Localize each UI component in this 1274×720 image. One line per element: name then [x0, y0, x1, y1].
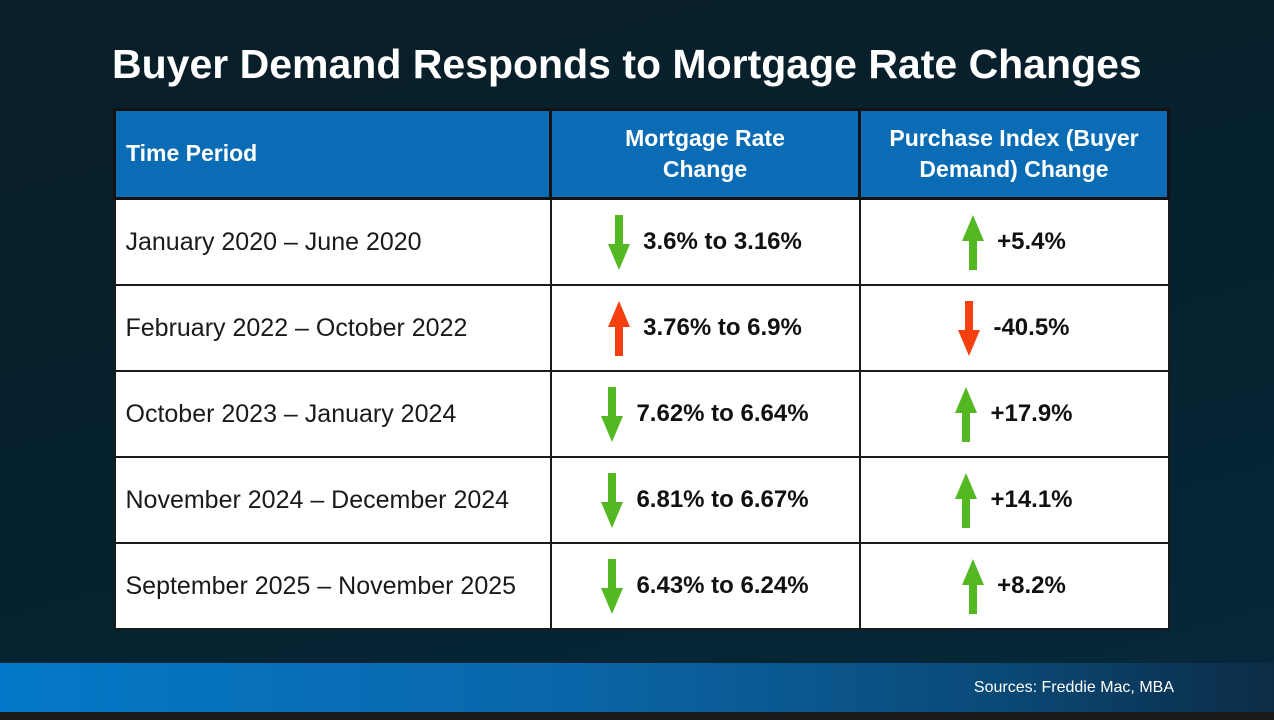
up-arrow-icon — [608, 300, 631, 356]
purchase-index-cell: -40.5% — [858, 284, 1170, 372]
table-row: September 2025 – November 2025 6.43% to … — [113, 542, 1170, 630]
rate-change-value: 3.76% to 6.9% — [643, 314, 802, 341]
rate-change-value: 6.43% to 6.24% — [636, 572, 809, 599]
purchase-index-value: +5.4% — [997, 228, 1066, 255]
up-arrow-icon — [962, 214, 985, 270]
up-arrow-icon — [962, 558, 985, 614]
time-period-cell: January 2020 – June 2020 — [113, 197, 552, 286]
table-header-row: Time Period Mortgage Rate Change Purchas… — [113, 108, 1170, 200]
rate-change-value: 6.81% to 6.67% — [636, 486, 809, 513]
col-header-time-period: Time Period — [113, 108, 552, 200]
down-arrow-icon — [958, 300, 981, 356]
rate-change-cell: 6.43% to 6.24% — [549, 542, 861, 630]
purchase-index-value: +14.1% — [990, 486, 1073, 513]
purchase-index-cell: +14.1% — [858, 456, 1170, 544]
down-arrow-icon — [601, 386, 624, 442]
down-arrow-icon — [601, 472, 624, 528]
table-row: October 2023 – January 2024 7.62% to 6.6… — [113, 370, 1170, 458]
data-table: Time Period Mortgage Rate Change Purchas… — [113, 108, 1170, 630]
rate-change-value: 3.6% to 3.16% — [643, 228, 802, 255]
down-arrow-icon — [601, 558, 624, 614]
down-arrow-icon — [608, 214, 631, 270]
footer-bar: Sources: Freddie Mac, MBA — [0, 663, 1274, 712]
purchase-index-value: +17.9% — [990, 400, 1073, 427]
purchase-index-cell: +17.9% — [858, 370, 1170, 458]
time-period-cell: February 2022 – October 2022 — [113, 284, 552, 372]
rate-change-cell: 3.6% to 3.16% — [549, 197, 861, 286]
rate-change-cell: 6.81% to 6.67% — [549, 456, 861, 544]
time-period-cell: October 2023 – January 2024 — [113, 370, 552, 458]
purchase-index-cell: +8.2% — [858, 542, 1170, 630]
rate-change-value: 7.62% to 6.64% — [636, 400, 809, 427]
up-arrow-icon — [955, 386, 978, 442]
rate-change-cell: 7.62% to 6.64% — [549, 370, 861, 458]
up-arrow-icon — [955, 472, 978, 528]
data-table-container: Time Period Mortgage Rate Change Purchas… — [113, 108, 1170, 630]
sources-text: Sources: Freddie Mac, MBA — [973, 678, 1174, 696]
bottom-strip — [0, 712, 1274, 720]
col-header-purchase-index-change: Purchase Index (Buyer Demand) Change — [858, 108, 1170, 200]
purchase-index-value: +8.2% — [997, 572, 1066, 599]
time-period-cell: September 2025 – November 2025 — [113, 542, 552, 630]
table-row: January 2020 – June 2020 3.6% to 3.16% +… — [113, 197, 1170, 286]
page-title: Buyer Demand Responds to Mortgage Rate C… — [112, 41, 1142, 87]
table-row: November 2024 – December 2024 6.81% to 6… — [113, 456, 1170, 544]
purchase-index-value: -40.5% — [993, 314, 1070, 341]
rate-change-cell: 3.76% to 6.9% — [549, 284, 861, 372]
table-row: February 2022 – October 2022 3.76% to 6.… — [113, 284, 1170, 372]
col-header-mortgage-rate-change: Mortgage Rate Change — [549, 108, 861, 200]
time-period-cell: November 2024 – December 2024 — [113, 456, 552, 544]
purchase-index-cell: +5.4% — [858, 197, 1170, 286]
